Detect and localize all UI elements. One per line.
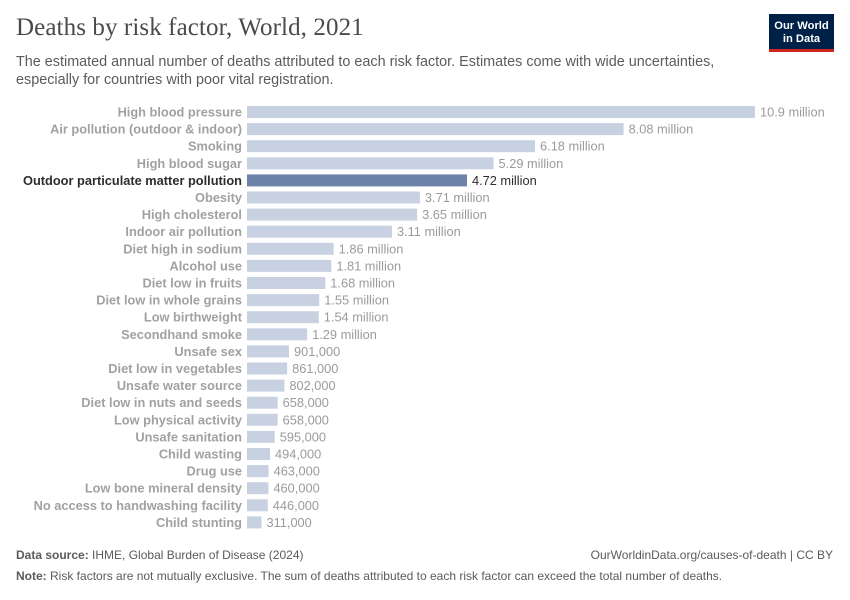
value-label: 311,000 (266, 515, 311, 530)
bar[interactable] (247, 259, 332, 272)
bar[interactable] (247, 123, 624, 136)
value-label: 8.08 million (629, 122, 694, 137)
value-label: 861,000 (292, 361, 338, 376)
logo-line-2: in Data (782, 32, 821, 45)
bar[interactable] (247, 345, 289, 358)
value-label: 901,000 (294, 344, 340, 359)
value-label: 595,000 (280, 429, 326, 444)
value-label: 10.9 million (760, 105, 825, 120)
category-label: Diet low in whole grains (96, 293, 242, 308)
bar[interactable] (247, 396, 278, 409)
bar[interactable] (247, 328, 308, 341)
category-label: Indoor air pollution (125, 224, 242, 239)
value-label: 5.29 million (499, 156, 564, 171)
value-label: 446,000 (273, 498, 319, 513)
value-label: 460,000 (273, 481, 319, 496)
bar[interactable] (247, 448, 271, 460)
data-source: Data source: IHME, Global Burden of Dise… (16, 548, 303, 562)
bar[interactable] (247, 208, 418, 221)
bar[interactable] (247, 362, 288, 375)
value-label: 802,000 (289, 378, 335, 393)
category-label: Diet high in sodium (123, 241, 242, 256)
data-source-label: Data source: (16, 548, 89, 562)
data-source-text[interactable]: IHME, Global Burden of Disease (2024) (92, 548, 304, 562)
category-label: High blood sugar (137, 156, 242, 171)
note-text: Risk factors are not mutually exclusive.… (50, 569, 723, 583)
value-label: 6.18 million (540, 139, 605, 154)
value-label: 658,000 (283, 395, 329, 410)
bar[interactable] (247, 277, 326, 289)
bar[interactable] (247, 140, 536, 153)
bar-chart: High blood pressure 10.9 million Air pollu… (23, 105, 825, 530)
value-label: 494,000 (275, 447, 321, 462)
category-label: Child stunting (156, 515, 242, 530)
category-label: High cholesterol (142, 207, 242, 222)
category-label: Unsafe sanitation (135, 429, 242, 444)
bar[interactable] (247, 516, 262, 529)
bar[interactable] (247, 174, 467, 187)
category-label: Unsafe water source (117, 378, 242, 393)
value-label: 1.55 million (324, 293, 389, 308)
category-label: Low bone mineral density (85, 481, 243, 496)
category-label: Outdoor particulate matter pollution (23, 173, 242, 188)
value-label: 4.72 million (472, 173, 537, 188)
bar[interactable] (247, 157, 494, 170)
logo-line-1: Our World (774, 20, 829, 32)
bar[interactable] (247, 430, 275, 443)
value-label: 3.11 million (397, 224, 461, 239)
category-label: Secondhand smoke (121, 327, 242, 342)
category-label: High blood pressure (118, 105, 242, 120)
value-label: 1.81 million (336, 258, 401, 273)
source-url[interactable]: OurWorldinData.org/causes-of-death | CC … (590, 548, 833, 562)
category-label: Child wasting (159, 447, 242, 462)
category-label: Drug use (187, 464, 242, 479)
value-label: 1.68 million (330, 276, 395, 291)
value-label: 3.71 million (425, 190, 490, 205)
bar[interactable] (247, 242, 334, 255)
category-label: Unsafe sex (174, 344, 242, 359)
bar[interactable] (247, 191, 420, 204)
category-label: Alcohol use (169, 258, 242, 273)
bar[interactable] (247, 294, 320, 307)
bar[interactable] (247, 311, 319, 324)
value-label: 1.29 million (312, 327, 377, 342)
bar[interactable] (247, 499, 268, 512)
bar[interactable] (247, 106, 755, 118)
category-label: Air pollution (outdoor & indoor) (50, 122, 242, 137)
category-label: Diet low in vegetables (108, 361, 242, 376)
category-label: Low physical activity (114, 412, 243, 427)
category-label: Diet low in nuts and seeds (81, 395, 242, 410)
bar[interactable] (247, 482, 269, 495)
category-label: No access to handwashing facility (34, 498, 243, 513)
category-label: Low birthweight (144, 310, 243, 325)
value-label: 1.54 million (324, 310, 389, 325)
bar[interactable] (247, 379, 285, 392)
value-label: 3.65 million (422, 207, 487, 222)
bar[interactable] (247, 225, 392, 238)
chart-note: Note: Risk factors are not mutually excl… (16, 569, 722, 583)
chart-subtitle: The estimated annual number of deaths at… (16, 54, 715, 88)
category-label: Diet low in fruits (142, 276, 242, 291)
note-label: Note: (16, 569, 47, 583)
chart-title: Deaths by risk factor, World, 2021 (16, 14, 364, 41)
value-label: 1.86 million (339, 241, 404, 256)
value-label: 658,000 (283, 412, 329, 427)
category-label: Obesity (195, 190, 243, 205)
category-label: Smoking (188, 139, 242, 154)
bar[interactable] (247, 465, 269, 478)
bar[interactable] (247, 413, 278, 426)
owid-logo[interactable]: Our World in Data (769, 14, 834, 52)
value-label: 463,000 (274, 464, 320, 479)
